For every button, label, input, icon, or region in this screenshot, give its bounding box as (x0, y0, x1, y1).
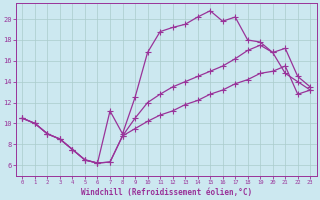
X-axis label: Windchill (Refroidissement éolien,°C): Windchill (Refroidissement éolien,°C) (81, 188, 252, 197)
